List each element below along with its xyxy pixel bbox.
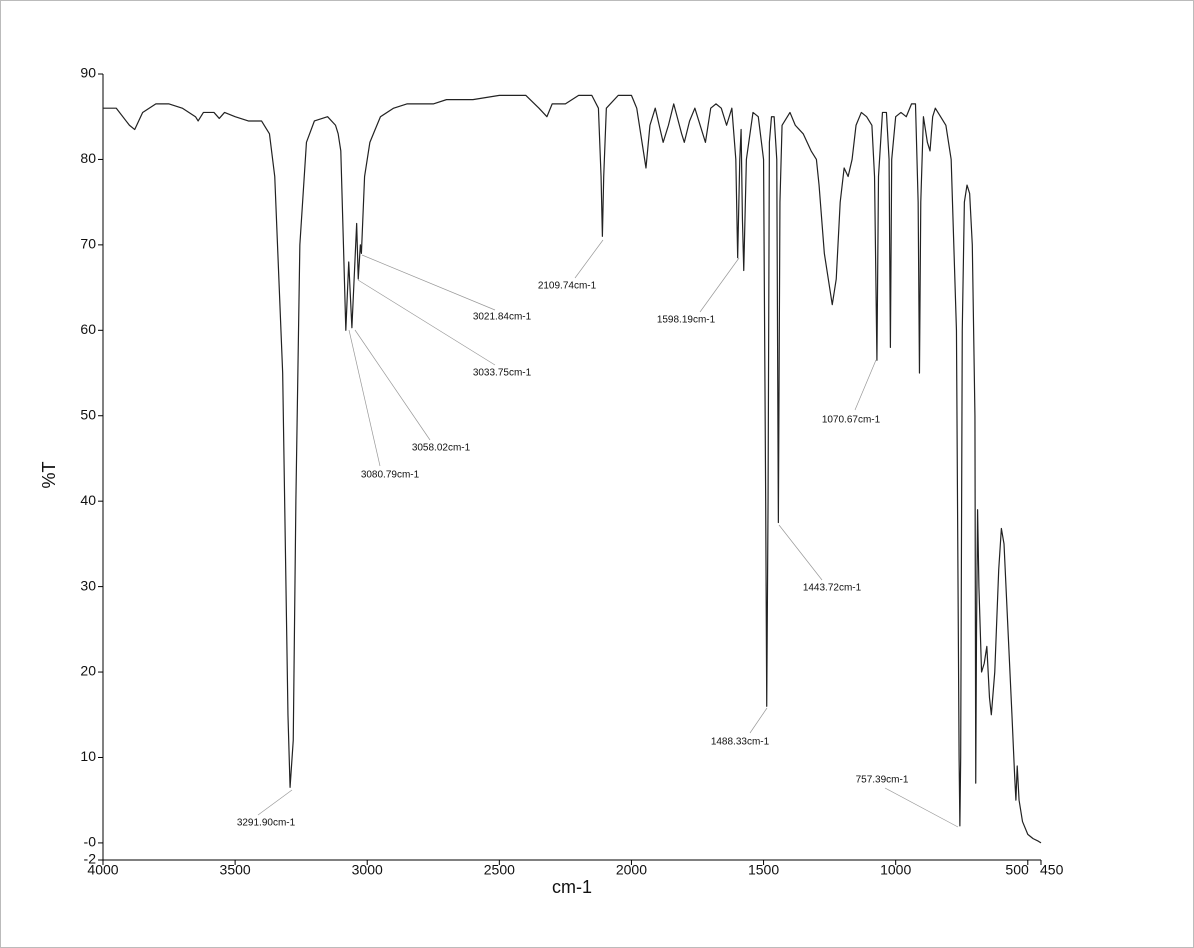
y-tick-label: 10 [80,748,96,764]
peak-label: 3291.90cm-1 [237,818,296,829]
x-axis-label: cm-1 [552,877,592,897]
y-tick-label: -0 [84,834,97,850]
peak-label: 1488.33cm-1 [711,737,770,748]
y-tick-label: 50 [80,406,96,422]
leader-line [749,707,768,734]
peak-label: 757.39cm-1 [856,775,909,786]
x-tick-label: 500 [1005,862,1029,878]
x-tick-label: 1500 [748,862,779,878]
x-tick-label: 450 [1040,862,1064,878]
leader-line [699,257,740,313]
peak-label: 3080.79cm-1 [361,470,420,481]
x-tick-label: 2500 [484,862,515,878]
y-tick-label: 40 [80,492,96,508]
peak-label: 1443.72cm-1 [803,583,862,594]
y-tick-label: -2 [84,851,97,867]
leader-line [357,279,496,366]
peak-label: 2109.74cm-1 [538,281,597,292]
x-tick-label: 3500 [220,862,251,878]
peak-label: 3021.84cm-1 [473,312,532,323]
x-tick-label: 3000 [352,862,383,878]
y-tick-label: 80 [80,150,96,166]
y-tick-label: 60 [80,321,96,337]
leader-line [854,359,877,411]
x-tick-label: 4000 [87,862,118,878]
peak-label: 1070.67cm-1 [822,415,881,426]
y-tick-label: 30 [80,577,96,593]
leader-line [348,329,381,467]
leader-line [354,329,431,441]
peak-label: 3033.75cm-1 [473,368,532,379]
y-axis-label: %T [39,461,59,488]
leader-line [884,787,959,828]
peak-label: 3058.02cm-1 [412,443,471,454]
y-tick-label: 20 [80,663,96,679]
leader-line [257,789,293,816]
spectrum-line [103,94,1042,844]
y-tick-label: 70 [80,236,96,252]
leader-line [778,524,823,581]
x-tick-label: 1000 [880,862,911,878]
leader-line [361,254,496,311]
x-tick-label: 2000 [616,862,647,878]
leader-line [574,239,604,279]
peak-label: 1598.19cm-1 [657,315,716,326]
y-tick-label: 90 [80,65,96,81]
